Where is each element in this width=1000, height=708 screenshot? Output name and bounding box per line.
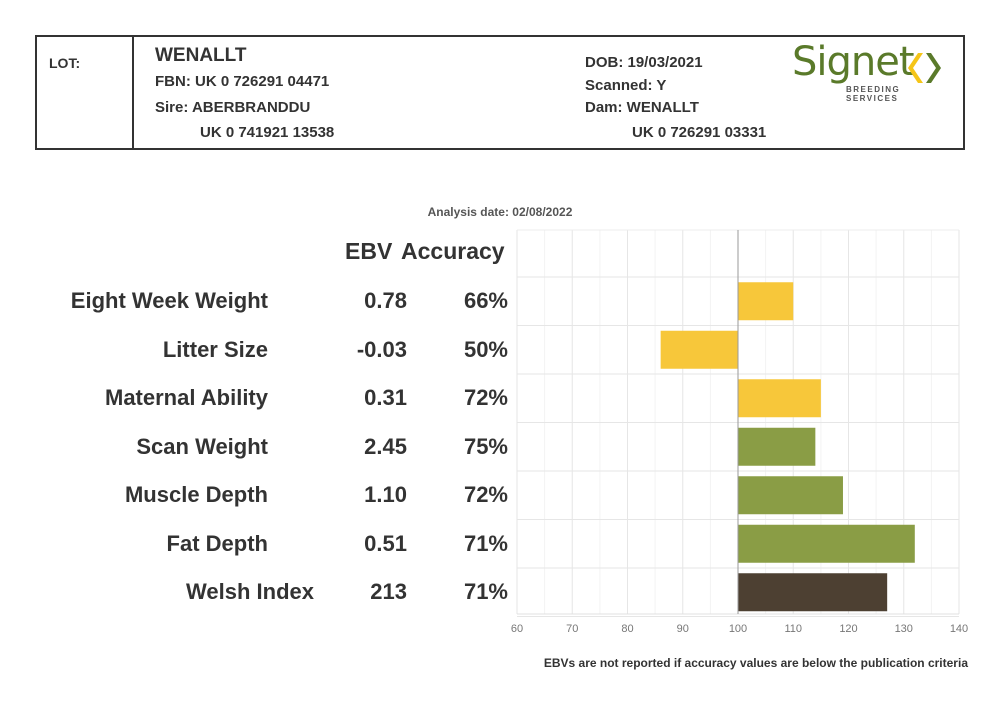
- x-tick-label: 80: [621, 623, 633, 635]
- bar-scan-weight: [738, 427, 816, 466]
- trait-label: Litter Size: [162, 336, 268, 362]
- bar-maternal-ability: [738, 379, 821, 418]
- animal-name: WENALLT: [155, 45, 247, 66]
- bar-fat-depth: [738, 524, 915, 563]
- bar-litter-size: [660, 330, 738, 369]
- animal-header: LOT: WENALLT FBN: UK 0 726291 04471 Sire…: [35, 35, 965, 150]
- accuracy-value: 66%: [463, 288, 508, 314]
- scanned: Scanned: Y: [585, 77, 667, 94]
- lot-label: LOT:: [49, 55, 81, 71]
- analysis-date: Analysis date: 02/08/2022: [427, 205, 573, 219]
- trait-label: Muscle Depth: [124, 482, 268, 508]
- bar-eight-week-weight: [738, 282, 794, 321]
- x-tick-label: 90: [677, 623, 689, 635]
- ebv-value: 1.10: [364, 482, 407, 508]
- dob: DOB: 19/03/2021: [585, 54, 703, 71]
- x-tick-label: 140: [950, 623, 968, 635]
- signet-chevron-icon: [908, 53, 941, 83]
- sire: Sire: ABERBRANDDU: [155, 99, 311, 116]
- ebv-value: 0.78: [364, 288, 407, 314]
- x-tick-label: 100: [729, 623, 747, 635]
- trait-label: Welsh Index: [186, 579, 314, 605]
- accuracy-value: 71%: [463, 579, 508, 605]
- ebv-value: 213: [370, 579, 407, 605]
- ebv-column-header: EBV: [345, 238, 393, 264]
- ebv-value: 0.51: [364, 530, 407, 556]
- accuracy-value: 72%: [463, 482, 508, 508]
- ebv-value: 0.31: [364, 385, 407, 411]
- x-tick-label: 60: [511, 623, 523, 635]
- accuracy-value: 50%: [463, 336, 508, 362]
- sire-id: UK 0 741921 13538: [200, 124, 335, 141]
- dam: Dam: WENALLT: [585, 99, 699, 116]
- x-tick-label: 130: [895, 623, 913, 635]
- accuracy-column-header: Accuracy: [401, 238, 505, 264]
- accuracy-value: 75%: [463, 433, 508, 459]
- accuracy-value: 71%: [463, 530, 508, 556]
- accuracy-value: 72%: [463, 385, 508, 411]
- footnote: EBVs are not reported if accuracy values…: [543, 656, 968, 670]
- logo-subtitle: BREEDING SERVICES: [846, 85, 901, 103]
- dam-id: UK 0 726291 03331: [632, 124, 767, 141]
- x-tick-label: 120: [839, 623, 857, 635]
- x-tick-label: 110: [784, 623, 802, 635]
- fbn: FBN: UK 0 726291 04471: [155, 73, 330, 90]
- trait-label: Maternal Ability: [105, 385, 268, 411]
- ebv-value: -0.03: [356, 336, 407, 362]
- signet-logo: Signet BREEDING SERVICES: [792, 39, 952, 103]
- bar-welsh-index: [738, 573, 888, 612]
- logo-word: Signet: [792, 39, 915, 85]
- bar-muscle-depth: [738, 476, 843, 515]
- x-tick-label: 70: [566, 623, 578, 635]
- ebv-value: 2.45: [364, 433, 407, 459]
- header-divider: [132, 37, 134, 148]
- trait-label: Eight Week Weight: [70, 288, 268, 314]
- trait-label: Fat Depth: [166, 530, 268, 556]
- trait-label: Scan Weight: [136, 433, 268, 459]
